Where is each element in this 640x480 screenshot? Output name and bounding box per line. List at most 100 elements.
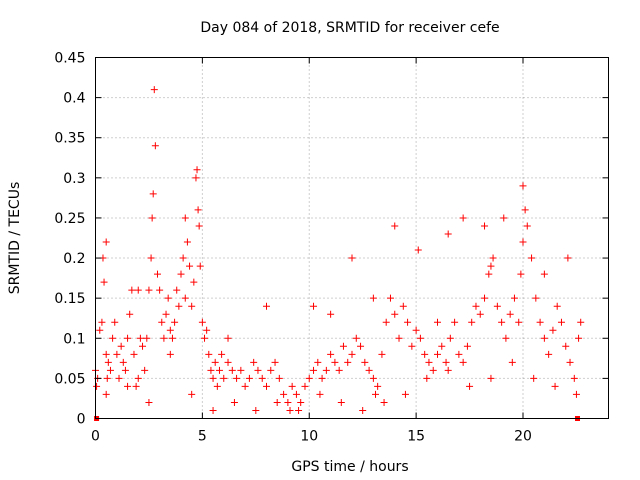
- data-point: [168, 334, 176, 342]
- data-point: [429, 366, 437, 374]
- y-tick-label: 0.25: [54, 211, 85, 227]
- data-point: [391, 222, 399, 230]
- data-point: [540, 270, 548, 278]
- data-point: [318, 374, 326, 382]
- data-point: [421, 350, 429, 358]
- chart-title: Day 084 of 2018, SRMTID for receiver cef…: [200, 20, 499, 36]
- data-point: [258, 374, 266, 382]
- data-point: [455, 350, 463, 358]
- data-point: [190, 278, 198, 286]
- plot-frame: [95, 57, 609, 419]
- data-point: [183, 238, 191, 246]
- data-point: [506, 310, 514, 318]
- data-point: [220, 374, 228, 382]
- data-point: [310, 366, 318, 374]
- data-point: [348, 254, 356, 262]
- x-tick-label: 0: [91, 429, 100, 445]
- data-point: [271, 358, 279, 366]
- data-point: [158, 318, 166, 326]
- data-point: [562, 342, 570, 350]
- data-point: [175, 302, 183, 310]
- data-point: [310, 302, 318, 310]
- data-point: [557, 318, 565, 326]
- data-point: [93, 382, 101, 390]
- data-point: [331, 358, 339, 366]
- data-point: [523, 222, 531, 230]
- data-point: [530, 374, 538, 382]
- data-point: [357, 342, 365, 350]
- data-point: [566, 358, 574, 366]
- data-point: [267, 366, 275, 374]
- data-point: [186, 262, 194, 270]
- data-point: [575, 334, 583, 342]
- y-tick-label: 0: [77, 412, 86, 428]
- data-point: [301, 382, 309, 390]
- data-point: [510, 294, 518, 302]
- data-point: [166, 326, 174, 334]
- x-tick-label: 10: [300, 429, 318, 445]
- data-point: [348, 350, 356, 358]
- data-point: [517, 270, 525, 278]
- data-point: [188, 302, 196, 310]
- y-tick-label: 0.45: [54, 51, 85, 67]
- data-point: [521, 206, 529, 214]
- data-point: [145, 398, 153, 406]
- data-point: [139, 342, 147, 350]
- x-axis-label: GPS time / hours: [291, 459, 408, 475]
- data-point: [245, 374, 253, 382]
- data-point: [102, 238, 110, 246]
- data-point: [459, 358, 467, 366]
- data-point: [369, 294, 377, 302]
- data-point: [179, 254, 187, 262]
- data-point: [164, 294, 172, 302]
- data-point: [459, 214, 467, 222]
- data-point: [104, 358, 112, 366]
- data-point: [280, 390, 288, 398]
- data-point: [205, 350, 213, 358]
- data-point: [252, 406, 260, 414]
- data-point: [292, 390, 300, 398]
- data-point: [233, 374, 241, 382]
- data-point: [119, 358, 127, 366]
- data-point: [570, 374, 578, 382]
- data-point: [498, 318, 506, 326]
- data-point: [365, 366, 373, 374]
- data-point: [181, 214, 189, 222]
- data-point: [213, 382, 221, 390]
- data-point: [148, 214, 156, 222]
- data-point: [284, 398, 292, 406]
- data-point: [241, 382, 249, 390]
- data-point: [286, 406, 294, 414]
- data-point: [147, 254, 155, 262]
- data-point: [577, 318, 585, 326]
- data-point: [156, 286, 164, 294]
- data-point: [209, 374, 217, 382]
- data-point: [102, 390, 110, 398]
- data-point: [96, 326, 104, 334]
- data-point: [327, 350, 335, 358]
- data-point: [386, 294, 394, 302]
- data-point: [126, 310, 134, 318]
- data-point: [515, 318, 523, 326]
- data-point: [124, 382, 132, 390]
- data-point: [408, 342, 416, 350]
- data-point: [442, 358, 450, 366]
- data-point: [572, 390, 580, 398]
- data-point: [151, 142, 159, 150]
- data-point: [378, 350, 386, 358]
- y-tick-label: 0.3: [63, 171, 85, 187]
- data-point: [121, 366, 129, 374]
- data-point: [207, 366, 215, 374]
- data-point: [344, 358, 352, 366]
- data-point: [414, 246, 422, 254]
- data-point: [195, 222, 203, 230]
- data-point: [463, 342, 471, 350]
- y-axis-label: SRMTID / TECUs: [7, 182, 23, 295]
- y-tick-label: 0.2: [63, 251, 85, 267]
- data-point: [115, 374, 123, 382]
- x-tick-label: 20: [514, 429, 532, 445]
- data-point: [224, 358, 232, 366]
- data-point: [188, 390, 196, 398]
- data-point: [273, 398, 281, 406]
- data-point: [177, 270, 185, 278]
